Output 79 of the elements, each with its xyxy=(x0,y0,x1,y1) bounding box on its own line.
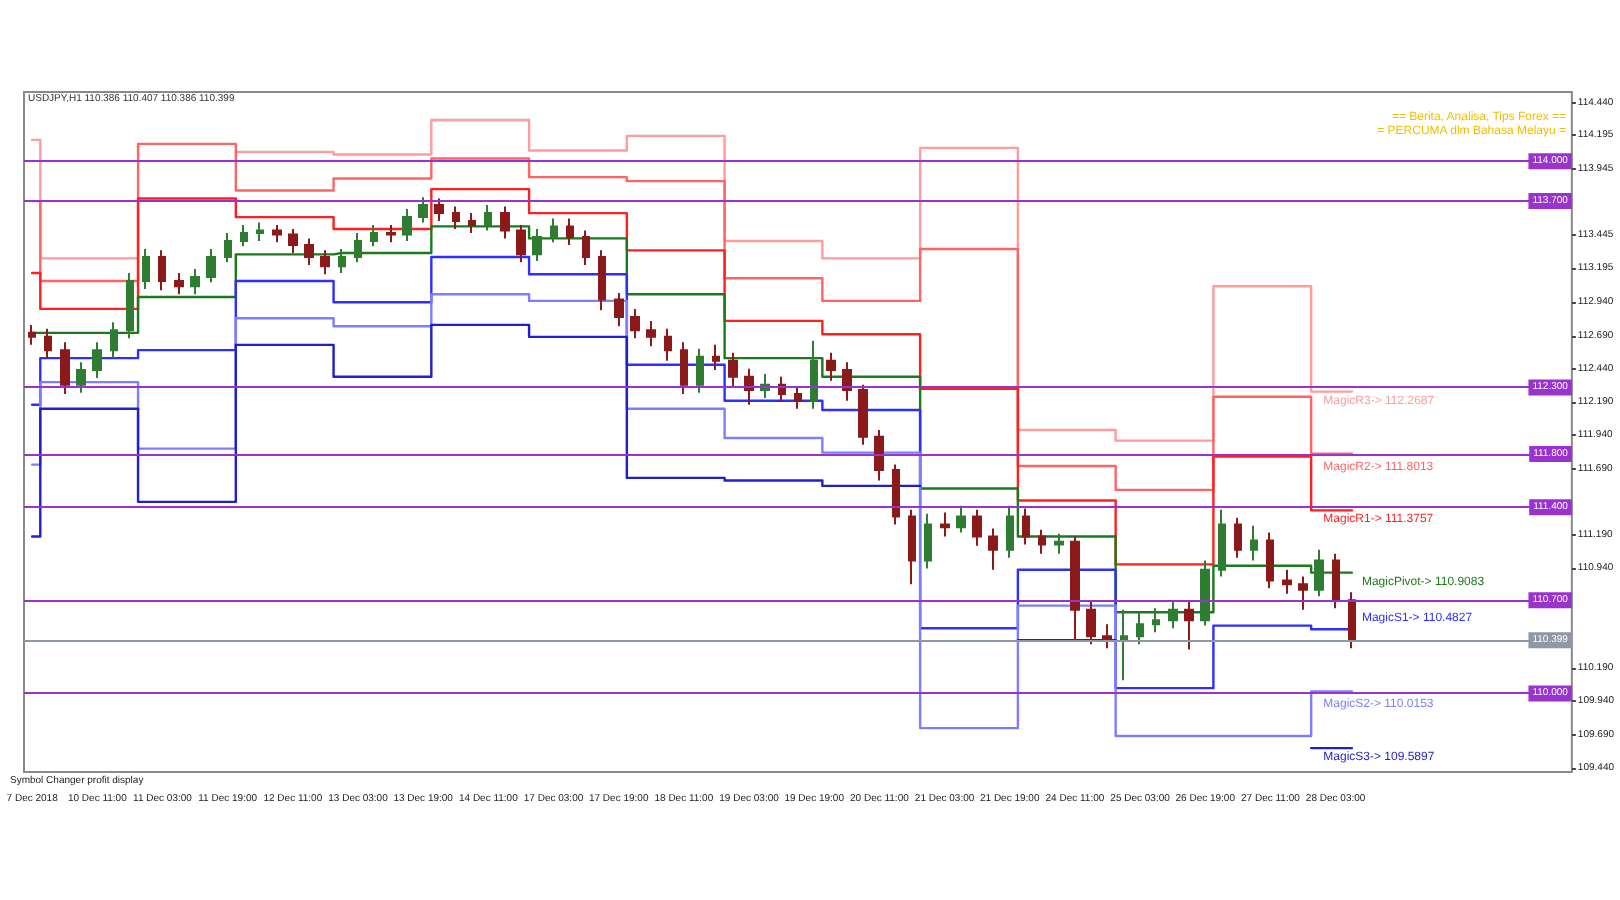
candlestick xyxy=(354,232,362,264)
candlestick xyxy=(320,249,330,276)
candlestick xyxy=(110,321,118,360)
candlestick xyxy=(92,341,102,380)
candlestick xyxy=(1250,524,1258,562)
candlestick xyxy=(664,327,672,362)
candlestick xyxy=(44,327,52,360)
candlestick xyxy=(468,212,476,235)
candlestick xyxy=(174,271,184,296)
candlestick xyxy=(598,249,606,312)
candlestick xyxy=(810,339,818,410)
candlestick xyxy=(452,205,460,231)
candlestick xyxy=(484,204,492,232)
candlestick xyxy=(386,224,396,244)
candlestick xyxy=(224,232,232,264)
candlestick xyxy=(1006,504,1014,559)
candlestick xyxy=(76,361,86,394)
candlestick xyxy=(1086,599,1096,646)
candlestick xyxy=(288,228,298,255)
candlestick xyxy=(696,347,704,394)
candlestick xyxy=(418,196,428,224)
candlestick xyxy=(142,248,150,290)
candlestick xyxy=(908,508,916,586)
candlestick xyxy=(272,224,282,244)
candlestick xyxy=(1136,611,1144,646)
candlestick xyxy=(794,385,802,410)
candlestick xyxy=(500,205,510,240)
candlestick xyxy=(1022,507,1030,546)
candlestick xyxy=(858,383,868,446)
candlestick xyxy=(1348,591,1356,650)
candlestick xyxy=(892,463,900,526)
candlestick xyxy=(614,291,624,328)
candlestick xyxy=(1054,532,1064,555)
candlestick xyxy=(256,221,264,243)
candlestick xyxy=(956,504,966,534)
candlestick xyxy=(1266,531,1274,590)
candlestick xyxy=(1200,559,1210,627)
candlestick xyxy=(28,323,36,346)
candlestick xyxy=(582,229,590,266)
candlestick xyxy=(1314,548,1324,598)
candlestick xyxy=(988,527,998,571)
candlestick xyxy=(972,508,982,547)
candlestick xyxy=(126,271,134,340)
candlestick xyxy=(1184,600,1194,651)
candlestick xyxy=(304,237,314,266)
candlestick xyxy=(1218,508,1226,578)
candlestick xyxy=(60,341,70,396)
candlestick xyxy=(1332,552,1340,610)
candlestick xyxy=(1038,528,1046,555)
candlestick xyxy=(680,341,688,396)
candlestick xyxy=(434,197,444,223)
candlestick xyxy=(550,217,558,244)
candlestick xyxy=(402,208,412,243)
candlestick xyxy=(924,512,932,570)
candlestick xyxy=(1070,535,1080,642)
candlestick xyxy=(516,224,526,264)
candlestick xyxy=(1152,607,1160,634)
candlestick xyxy=(712,343,720,372)
candlestick xyxy=(566,217,574,247)
candlestick xyxy=(874,429,884,482)
candlestick xyxy=(240,224,248,248)
candlestick xyxy=(370,224,378,248)
candlestick xyxy=(630,307,640,340)
candlestick xyxy=(1168,599,1178,630)
candlestick xyxy=(728,351,738,388)
candlestick xyxy=(1234,516,1242,559)
candlestick xyxy=(338,248,346,274)
candlestick xyxy=(646,319,656,348)
candlestick xyxy=(158,249,166,292)
candlestick xyxy=(1102,623,1112,650)
candlestick xyxy=(842,361,852,402)
candlestick xyxy=(1298,575,1308,611)
candlestick xyxy=(1282,568,1292,595)
candlestick xyxy=(1120,608,1128,682)
candlestick xyxy=(940,511,950,538)
candlestick xyxy=(206,248,216,284)
candlestick xyxy=(826,351,836,382)
candlestick xyxy=(532,228,542,262)
candlestick xyxy=(190,267,200,296)
